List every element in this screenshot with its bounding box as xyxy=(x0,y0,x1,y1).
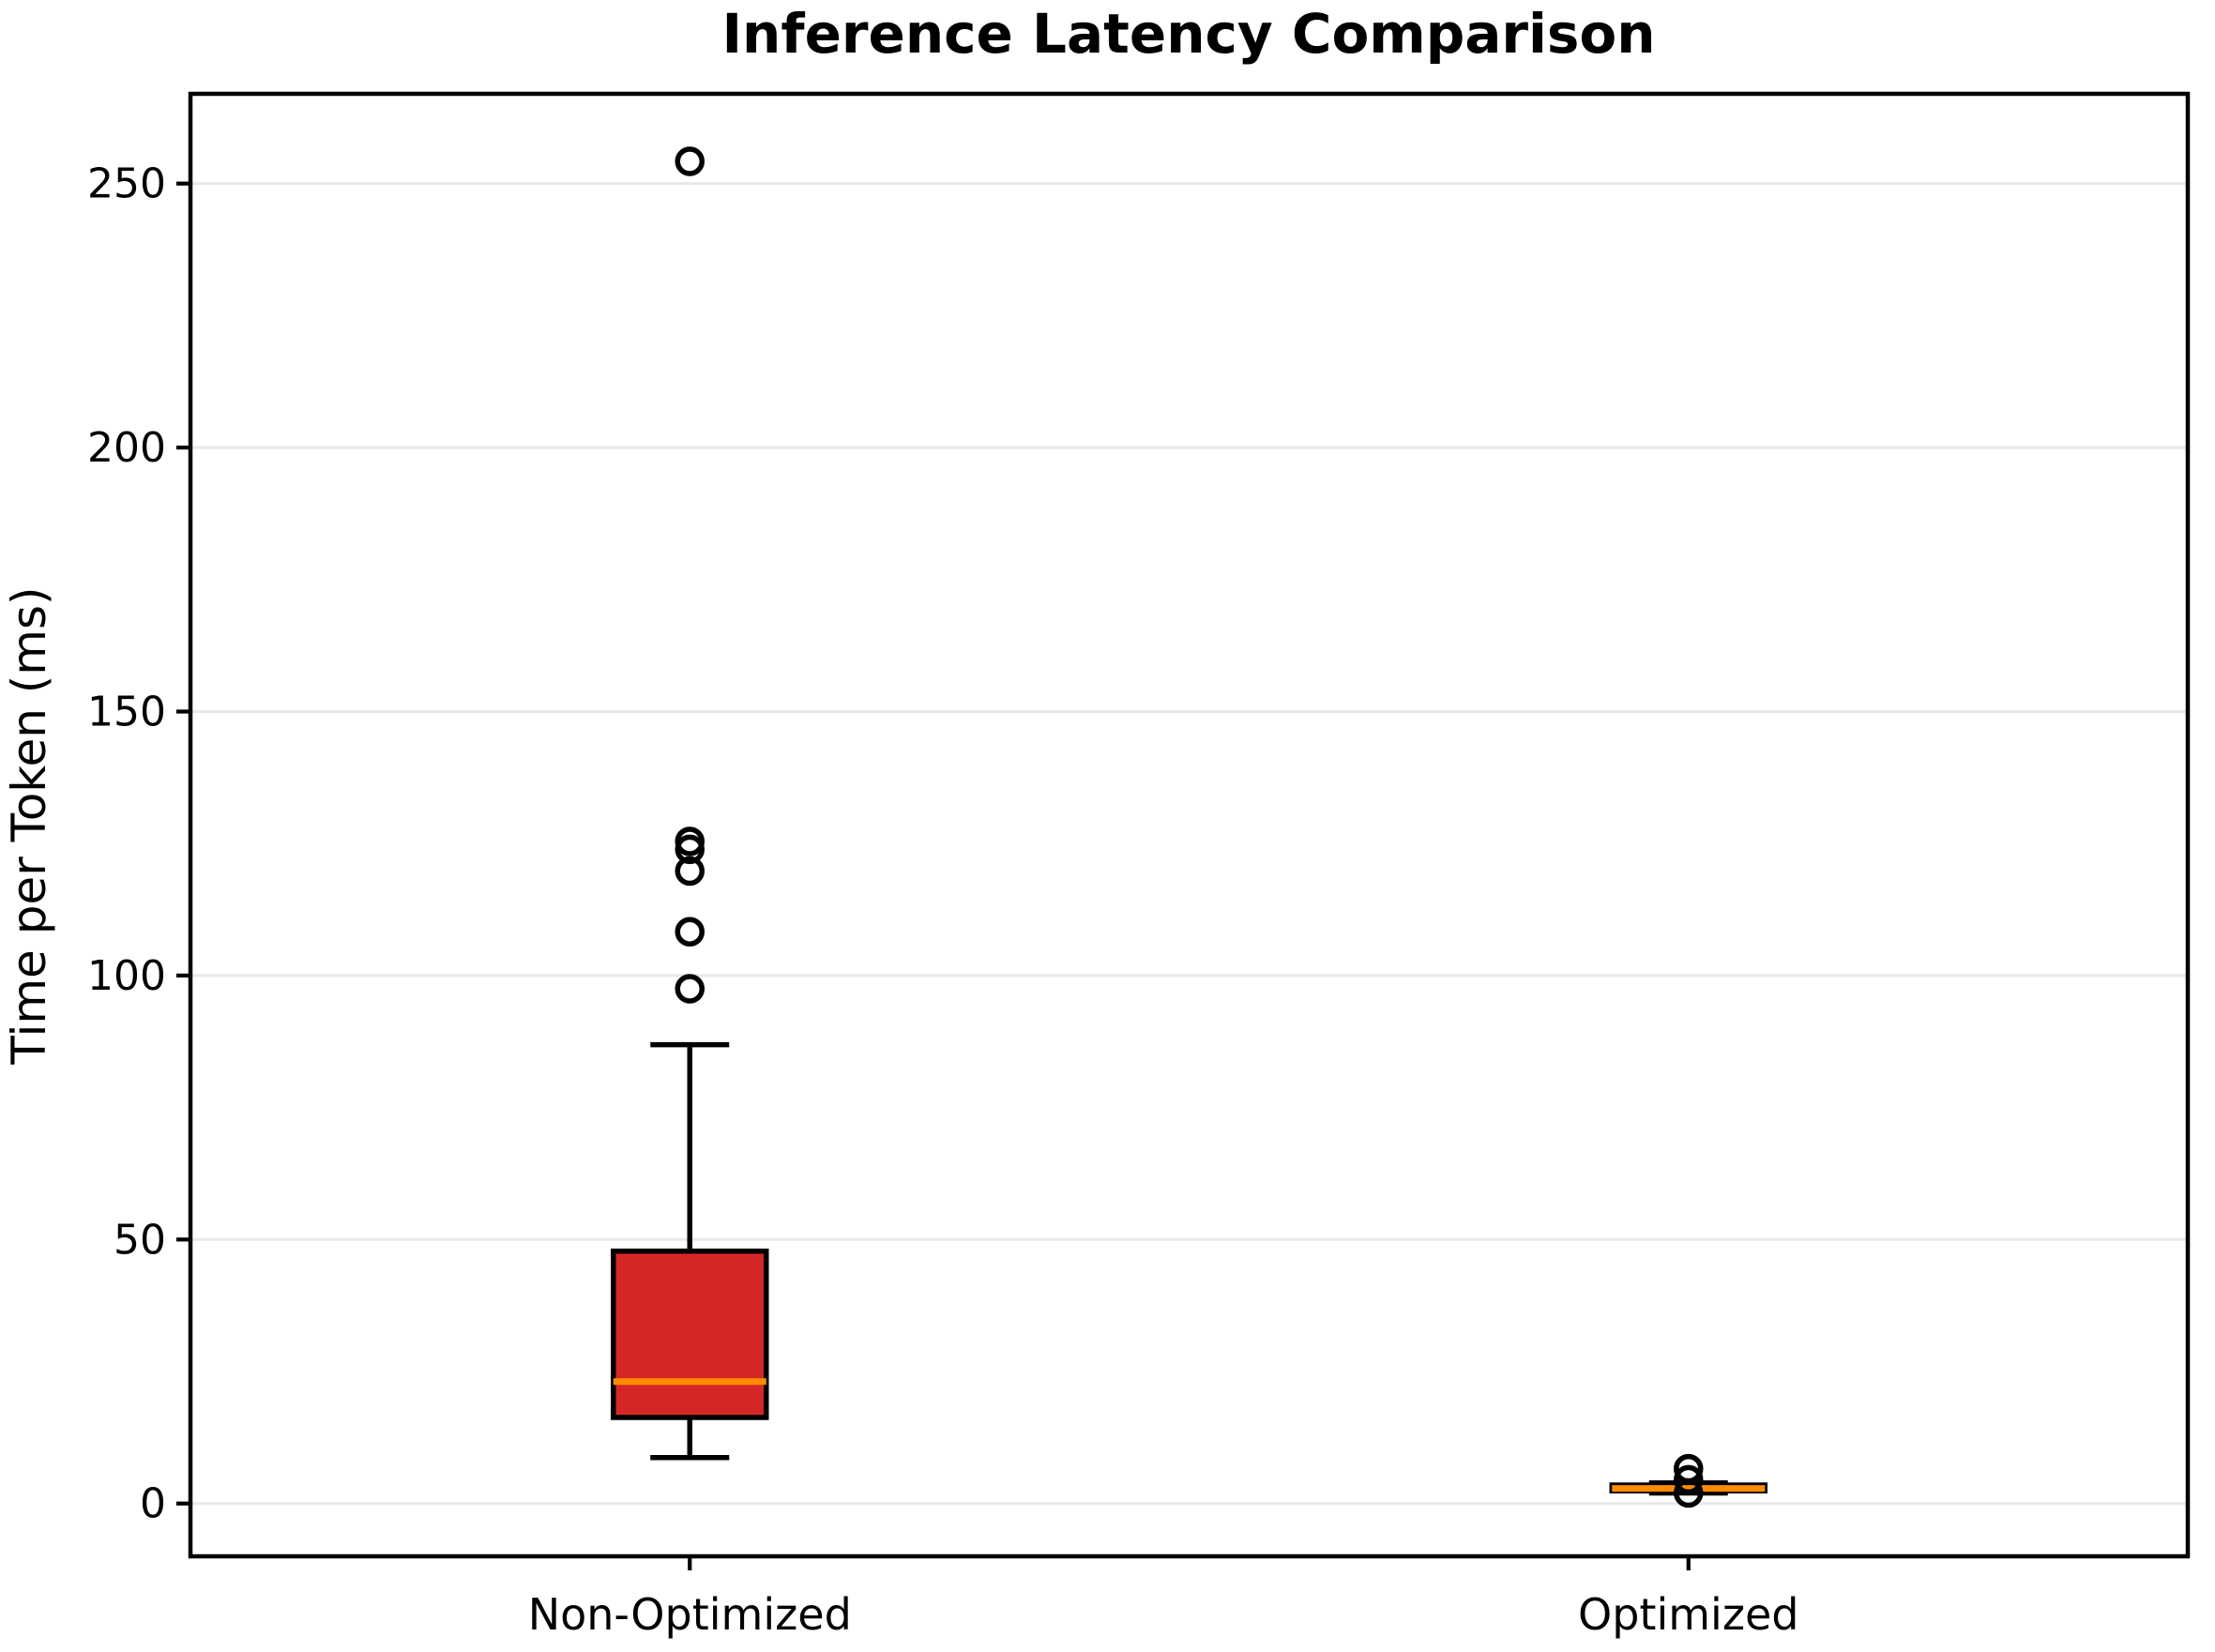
outlier-point xyxy=(675,146,705,176)
x-tick-label: Non-Optimized xyxy=(528,1589,852,1640)
x-tick-label: Optimized xyxy=(1578,1589,1798,1640)
boxplot-data-layer xyxy=(611,146,1767,1508)
y-tick-label: 100 xyxy=(87,952,166,1000)
gridlines-layer xyxy=(190,182,2188,1506)
chart-title: Inference Latency Comparison xyxy=(721,2,1655,66)
y-tick-label: 200 xyxy=(87,424,166,472)
outlier-point xyxy=(675,826,705,856)
boxplot-optimized xyxy=(1609,1453,1767,1508)
plot-frame xyxy=(188,91,2191,1559)
outlier-point xyxy=(1674,1453,1704,1484)
iqr-box xyxy=(611,1248,769,1420)
axes-layer: 0 50 100 150 200 250 Non-Optimized Optimized xyxy=(87,91,2191,1640)
y-tick-label: 50 xyxy=(114,1216,166,1264)
outlier-point xyxy=(675,856,705,887)
outlier-point xyxy=(675,974,705,1004)
y-tick-label: 150 xyxy=(87,688,166,735)
outlier-point xyxy=(675,917,705,947)
boxplot-non-optimized xyxy=(611,146,769,1461)
y-tick-label: 0 xyxy=(140,1480,166,1528)
y-tick-label: 250 xyxy=(87,160,166,208)
outlier-point xyxy=(1674,1464,1704,1495)
y-axis-label: Time per Token (ms) xyxy=(2,586,56,1065)
